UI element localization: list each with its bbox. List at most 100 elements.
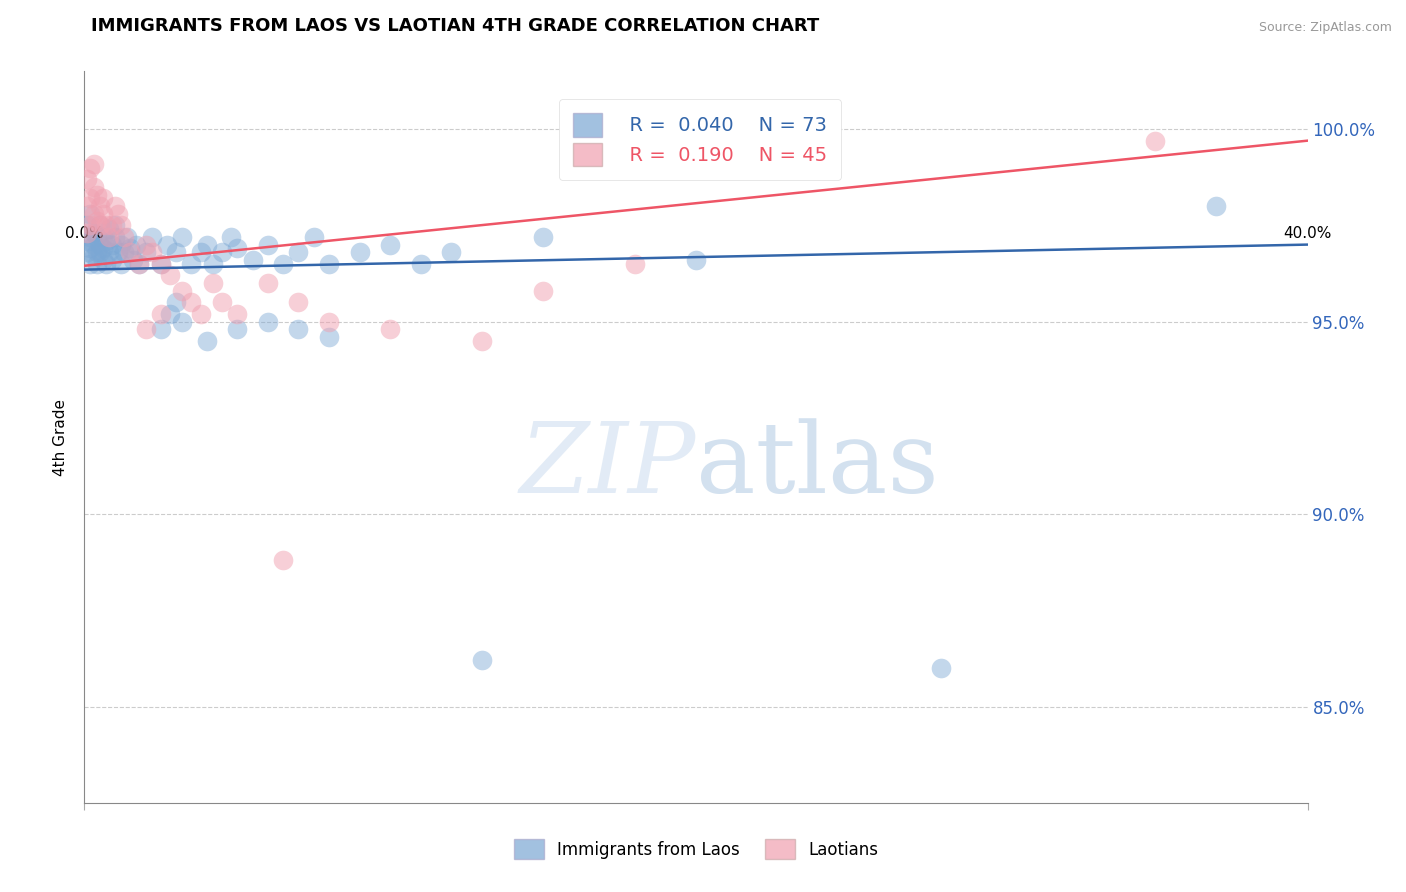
- Point: [76, 199, 98, 213]
- Point: [149, 307, 172, 321]
- Point: [91, 207, 114, 221]
- Point: [115, 230, 138, 244]
- Point: [83, 157, 105, 171]
- Point: [89, 219, 111, 233]
- Y-axis label: 4th Grade: 4th Grade: [53, 399, 69, 475]
- Point: [135, 237, 157, 252]
- Point: [89, 219, 111, 233]
- Point: [180, 257, 202, 271]
- Point: [125, 237, 148, 252]
- Point: [83, 249, 105, 263]
- Point: [89, 245, 111, 260]
- Point: [165, 295, 187, 310]
- Point: [104, 199, 127, 213]
- Point: [409, 257, 432, 271]
- Point: [172, 230, 194, 244]
- Point: [287, 295, 309, 310]
- Point: [226, 242, 249, 256]
- Point: [242, 252, 264, 267]
- Point: [89, 237, 111, 252]
- Point: [211, 295, 233, 310]
- Point: [76, 226, 98, 240]
- Point: [149, 322, 172, 336]
- Point: [79, 230, 101, 244]
- Point: [201, 257, 224, 271]
- Point: [79, 219, 101, 233]
- Point: [149, 257, 172, 271]
- Point: [219, 230, 242, 244]
- Point: [101, 252, 124, 267]
- Point: [97, 230, 120, 244]
- Point: [471, 334, 494, 348]
- Point: [79, 207, 101, 221]
- Point: [86, 245, 108, 260]
- Point: [172, 284, 194, 298]
- Point: [94, 219, 117, 233]
- Point: [110, 237, 132, 252]
- Point: [440, 245, 463, 260]
- Point: [180, 295, 202, 310]
- Point: [141, 245, 163, 260]
- Point: [79, 242, 101, 256]
- Point: [110, 257, 132, 271]
- Point: [257, 315, 280, 329]
- Point: [318, 330, 340, 344]
- Point: [149, 257, 172, 271]
- Point: [94, 234, 117, 248]
- Point: [128, 257, 150, 271]
- Point: [91, 242, 114, 256]
- Point: [104, 219, 127, 233]
- Point: [531, 284, 554, 298]
- Point: [318, 257, 340, 271]
- Point: [135, 322, 157, 336]
- Point: [159, 307, 181, 321]
- Point: [101, 219, 124, 233]
- Point: [172, 315, 194, 329]
- Legend: Immigrants from Laos, Laotians: Immigrants from Laos, Laotians: [505, 830, 887, 868]
- Point: [201, 276, 224, 290]
- Point: [89, 199, 111, 213]
- Point: [120, 242, 142, 256]
- Point: [91, 230, 114, 244]
- Text: atlas: atlas: [696, 418, 939, 514]
- Point: [685, 252, 707, 267]
- Point: [76, 234, 98, 248]
- Point: [112, 230, 135, 244]
- Point: [156, 237, 179, 252]
- Point: [76, 245, 98, 260]
- Point: [104, 230, 127, 244]
- Point: [531, 230, 554, 244]
- Point: [226, 322, 249, 336]
- Point: [79, 257, 101, 271]
- Point: [107, 245, 129, 260]
- Point: [97, 245, 120, 260]
- Point: [195, 237, 218, 252]
- Point: [97, 222, 120, 236]
- Point: [83, 226, 105, 240]
- Point: [86, 230, 108, 244]
- Point: [79, 161, 101, 175]
- Point: [86, 214, 108, 228]
- Point: [287, 245, 309, 260]
- Point: [101, 237, 124, 252]
- Point: [471, 653, 494, 667]
- Point: [380, 237, 402, 252]
- Point: [128, 257, 150, 271]
- Point: [190, 245, 212, 260]
- Point: [257, 276, 280, 290]
- Text: Source: ZipAtlas.com: Source: ZipAtlas.com: [1258, 21, 1392, 34]
- Point: [929, 661, 952, 675]
- Point: [1143, 134, 1166, 148]
- Text: IMMIGRANTS FROM LAOS VS LAOTIAN 4TH GRADE CORRELATION CHART: IMMIGRANTS FROM LAOS VS LAOTIAN 4TH GRAD…: [91, 17, 820, 35]
- Point: [380, 322, 402, 336]
- Point: [120, 245, 142, 260]
- Point: [83, 179, 105, 194]
- Point: [190, 307, 212, 321]
- Point: [271, 553, 294, 567]
- Point: [76, 172, 98, 186]
- Point: [257, 237, 280, 252]
- Point: [165, 245, 187, 260]
- Point: [83, 207, 105, 221]
- Point: [271, 257, 294, 271]
- Point: [287, 322, 309, 336]
